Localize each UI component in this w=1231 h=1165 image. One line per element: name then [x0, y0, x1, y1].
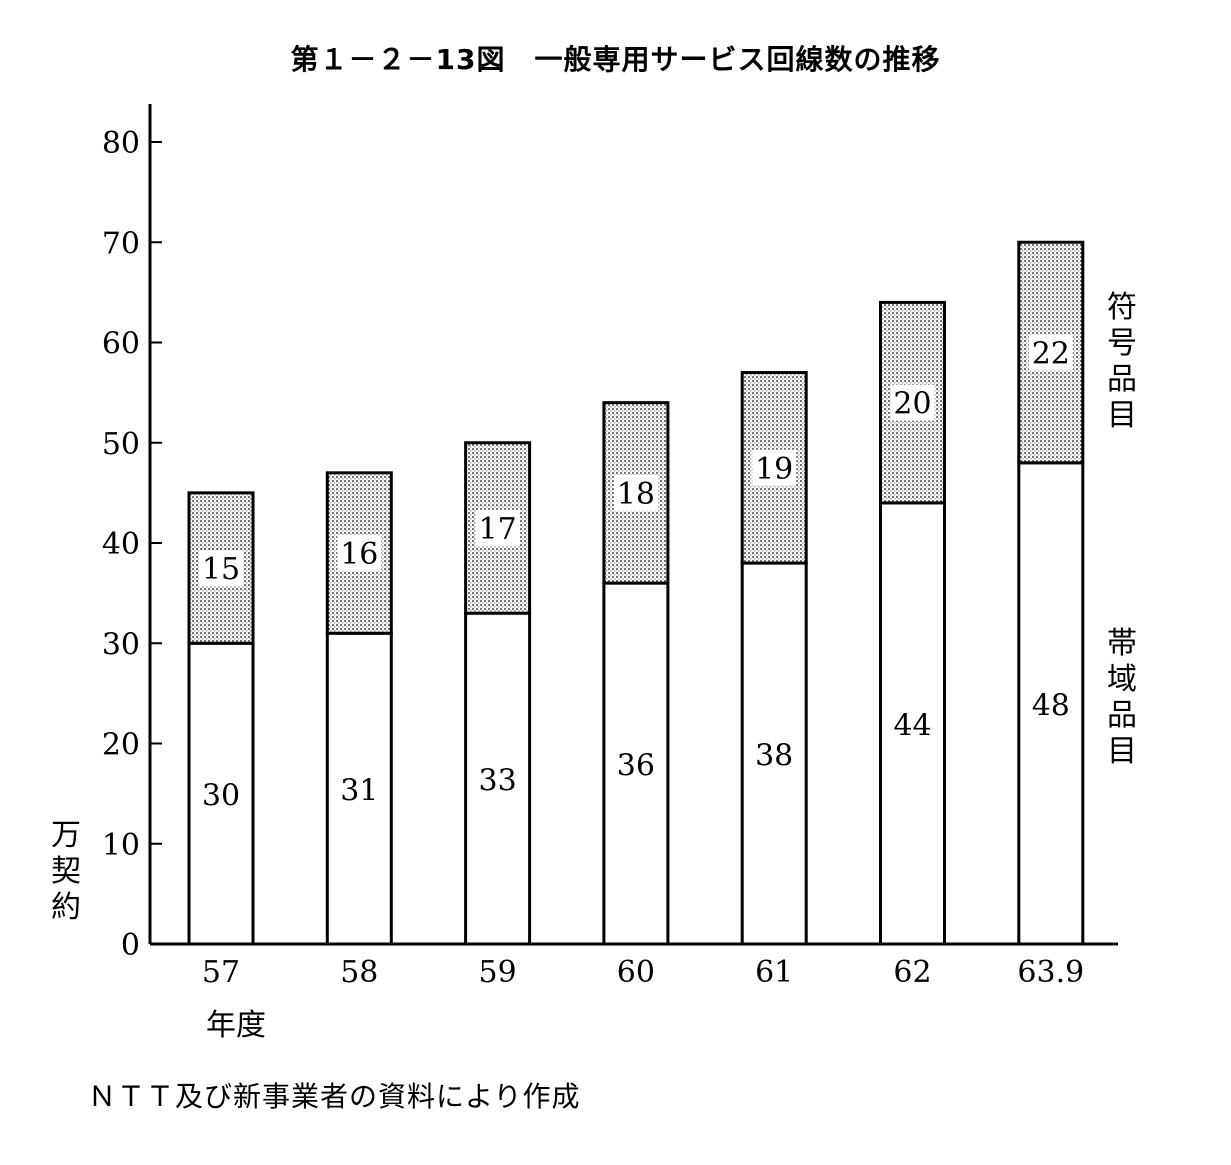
y-tick-label: 10 — [102, 828, 140, 863]
y-tick-label: 30 — [102, 627, 140, 662]
data-label-bg — [890, 384, 935, 421]
x-tick-label: 62 — [893, 955, 931, 990]
data-label-code-63.9: 22 — [1032, 337, 1070, 372]
y-tick-label: 60 — [102, 327, 140, 362]
bar-band-60 — [602, 581, 670, 946]
y-tick-label: 70 — [102, 226, 140, 261]
data-labels: 30 15 57 31 16 58 33 17 59 36 18 60 38 19 61 44 20 62 48 22… — [199, 334, 1084, 990]
x-tick-label: 63.9 — [1017, 955, 1084, 990]
bars — [187, 240, 1085, 946]
data-label-code-61: 19 — [755, 452, 793, 487]
data-label-band-60: 36 — [617, 749, 655, 784]
data-label-code-60: 18 — [617, 477, 655, 512]
chart-title: 第１－２－13図 一般専用サービス回線数の推移 — [290, 43, 941, 76]
data-label-bg — [613, 474, 658, 511]
data-label-bg — [337, 535, 382, 572]
bar-band-59 — [464, 611, 532, 946]
data-label-bg — [752, 449, 797, 486]
x-tick-label: 61 — [755, 955, 793, 990]
y-tick-label: 40 — [102, 527, 140, 562]
data-label-band-62: 44 — [893, 708, 931, 743]
y-tick-label: 50 — [102, 427, 140, 462]
bar-band-62 — [879, 501, 946, 946]
data-label-band-63.9: 48 — [1032, 688, 1070, 723]
y-tick-label: 20 — [102, 728, 140, 763]
data-label-band-58: 31 — [340, 774, 378, 809]
data-label-bg — [475, 509, 520, 546]
legend-code-items: 符号品目 — [1107, 290, 1137, 433]
y-tick-label: 80 — [102, 126, 140, 161]
bar-band-61 — [740, 561, 808, 946]
data-label-code-57: 15 — [202, 552, 240, 587]
legend-band-items: 帯域品目 — [1107, 626, 1137, 769]
bar-band-58 — [325, 631, 393, 946]
source-note: ＮＴＴ及び新事業者の資料により作成 — [88, 1080, 581, 1113]
x-axis-unit-label: 年度 — [206, 1008, 266, 1043]
y-axis-unit-label: 万契約 — [51, 818, 81, 925]
data-label-bg — [1028, 334, 1073, 371]
data-label-band-57: 30 — [202, 779, 240, 814]
y-tick-label: 0 — [121, 928, 140, 963]
data-label-band-61: 38 — [755, 739, 793, 774]
data-label-band-59: 33 — [479, 764, 517, 799]
data-label-bg — [199, 550, 243, 587]
x-tick-label: 60 — [617, 955, 655, 990]
data-label-code-58: 16 — [340, 537, 378, 572]
data-label-code-62: 20 — [893, 387, 931, 422]
x-tick-label: 57 — [202, 955, 240, 990]
x-tick-label: 58 — [340, 955, 378, 990]
bar-band-57 — [187, 641, 255, 946]
x-tick-label: 59 — [479, 955, 517, 990]
bar-band-63.9 — [1017, 461, 1085, 946]
data-label-code-59: 17 — [479, 512, 517, 547]
